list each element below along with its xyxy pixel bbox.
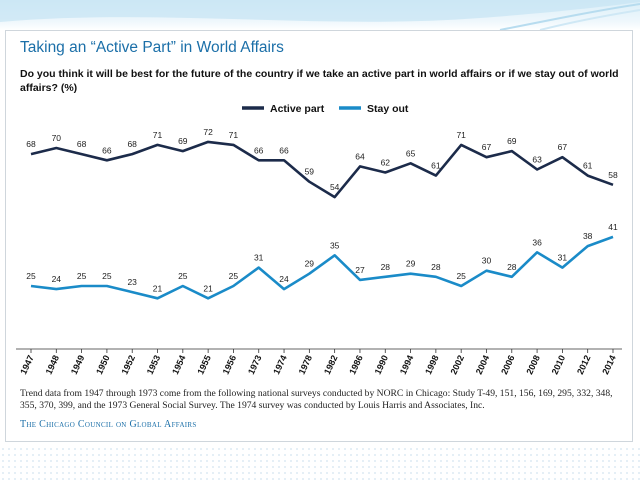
slide-header-band — [0, 0, 640, 30]
data-label-stay-out-1973: 31 — [254, 253, 264, 263]
data-label-stay-out-1955: 21 — [203, 283, 213, 293]
data-label-active-part-1986: 64 — [355, 151, 365, 161]
header-swoosh-decoration — [0, 0, 640, 30]
x-tick-label-2002: 2002 — [448, 354, 466, 376]
x-tick-label-2006: 2006 — [499, 354, 517, 376]
data-label-active-part-2008: 63 — [532, 155, 542, 165]
data-label-active-part-1978: 59 — [305, 167, 315, 177]
data-label-stay-out-1950: 25 — [102, 271, 112, 281]
chart-card: Taking an “Active Part” in World Affairs… — [5, 30, 633, 442]
data-label-stay-out-2014: 41 — [608, 222, 618, 232]
data-label-active-part-2006: 69 — [507, 136, 517, 146]
data-label-active-part-2004: 67 — [482, 142, 492, 152]
chart-legend: Active part Stay out — [242, 103, 409, 115]
x-tick-label-1948: 1948 — [44, 354, 62, 376]
x-tick-label-1953: 1953 — [145, 354, 163, 376]
x-tick-label-2004: 2004 — [474, 354, 492, 376]
data-label-active-part-2014: 58 — [608, 170, 618, 180]
data-label-stay-out-1986: 27 — [355, 265, 365, 275]
legend-item-active-part: Active part — [242, 103, 325, 115]
x-tick-label-1973: 1973 — [246, 354, 264, 376]
data-label-active-part-1947: 68 — [26, 139, 36, 149]
series-active-part: 68 70 68 66 68 71 69 72 71 66 66 59 54 64 62 65 61 71 67 69… — [26, 127, 618, 199]
footnote: Trend data from 1947 through 1973 come f… — [20, 388, 613, 411]
data-label-active-part-1954: 69 — [178, 136, 188, 146]
chart-title: Taking an “Active Part” in World Affairs — [20, 39, 284, 56]
x-tick-label-1986: 1986 — [347, 354, 365, 376]
x-tick-label-1994: 1994 — [398, 354, 416, 376]
legend-item-stay-out: Stay out — [339, 103, 409, 115]
slide-footer-pattern — [0, 446, 640, 480]
survey-question: Do you think it will be best for the fut… — [20, 68, 619, 94]
data-label-stay-out-1998: 28 — [431, 262, 441, 272]
data-label-active-part-1953: 71 — [153, 130, 163, 140]
data-label-stay-out-1974: 24 — [279, 274, 289, 284]
series-line-stay-out — [30, 235, 614, 300]
x-tick-label-1954: 1954 — [170, 354, 188, 376]
data-label-stay-out-1990: 28 — [381, 262, 391, 272]
data-label-active-part-1994: 65 — [406, 148, 416, 158]
line-chart: Active part Stay out 68 70 68 66 68 71 69 72 71 66… — [16, 103, 622, 376]
data-label-stay-out-1949: 25 — [77, 271, 87, 281]
data-label-stay-out-2012: 38 — [583, 231, 593, 241]
legend-label: Stay out — [367, 103, 409, 115]
series-stay-out: 25 24 25 25 23 21 25 21 25 31 24 29 35 27 28 29 28 25 30 28… — [26, 222, 618, 300]
series-layer: 68 70 68 66 68 71 69 72 71 66 66 59 54 64 62 65 61 71 67 69… — [26, 127, 618, 300]
x-axis-ticks: 1947 1948 1949 1950 1952 1953 1954 1955 1956 1973… — [18, 349, 618, 376]
data-label-stay-out-1954: 25 — [178, 271, 188, 281]
data-label-active-part-1973: 66 — [254, 145, 264, 155]
data-label-active-part-1956: 71 — [229, 130, 239, 140]
data-label-stay-out-1948: 24 — [52, 274, 62, 284]
data-label-stay-out-1953: 21 — [153, 283, 163, 293]
data-label-stay-out-2002: 25 — [456, 271, 466, 281]
data-label-active-part-2010: 67 — [558, 142, 568, 152]
x-tick-label-2010: 2010 — [550, 354, 568, 376]
data-label-active-part-1949: 68 — [77, 139, 87, 149]
x-tick-label-2008: 2008 — [524, 354, 542, 376]
data-label-stay-out-1994: 29 — [406, 259, 416, 269]
x-tick-label-1982: 1982 — [322, 354, 340, 376]
x-tick-label-1978: 1978 — [297, 354, 315, 376]
data-label-active-part-2002: 71 — [456, 130, 466, 140]
x-tick-label-1947: 1947 — [18, 354, 36, 376]
x-tick-label-1990: 1990 — [373, 354, 391, 376]
data-label-active-part-2012: 61 — [583, 161, 593, 171]
data-label-stay-out-2008: 36 — [532, 237, 542, 247]
data-label-stay-out-1978: 29 — [305, 259, 315, 269]
data-label-active-part-1952: 68 — [127, 139, 137, 149]
x-tick-label-1950: 1950 — [94, 354, 112, 376]
x-tick-label-1974: 1974 — [271, 354, 289, 376]
data-label-stay-out-2006: 28 — [507, 262, 517, 272]
x-tick-label-1955: 1955 — [195, 354, 213, 376]
data-label-active-part-1998: 61 — [431, 161, 441, 171]
x-tick-label-2012: 2012 — [575, 354, 593, 376]
series-line-active-part — [30, 140, 614, 199]
data-label-active-part-1990: 62 — [381, 158, 391, 168]
x-tick-label-1956: 1956 — [221, 354, 239, 376]
data-label-stay-out-2004: 30 — [482, 256, 492, 266]
data-label-stay-out-1947: 25 — [26, 271, 36, 281]
data-label-active-part-1974: 66 — [279, 145, 289, 155]
x-tick-label-1998: 1998 — [423, 354, 441, 376]
x-tick-label-1952: 1952 — [119, 354, 137, 376]
x-tick-label-2014: 2014 — [600, 354, 618, 376]
x-tick-label-1949: 1949 — [69, 354, 87, 376]
data-label-active-part-1955: 72 — [203, 127, 213, 137]
data-label-active-part-1950: 66 — [102, 145, 112, 155]
data-label-stay-out-1956: 25 — [229, 271, 239, 281]
data-label-stay-out-1982: 35 — [330, 240, 340, 250]
legend-label: Active part — [270, 103, 325, 115]
data-label-active-part-1948: 70 — [52, 133, 62, 143]
source-credit: The Chicago Council on Global Affairs — [20, 419, 197, 430]
data-label-stay-out-2010: 31 — [558, 253, 568, 263]
data-label-stay-out-1952: 23 — [127, 277, 137, 287]
data-label-active-part-1982: 54 — [330, 182, 340, 192]
